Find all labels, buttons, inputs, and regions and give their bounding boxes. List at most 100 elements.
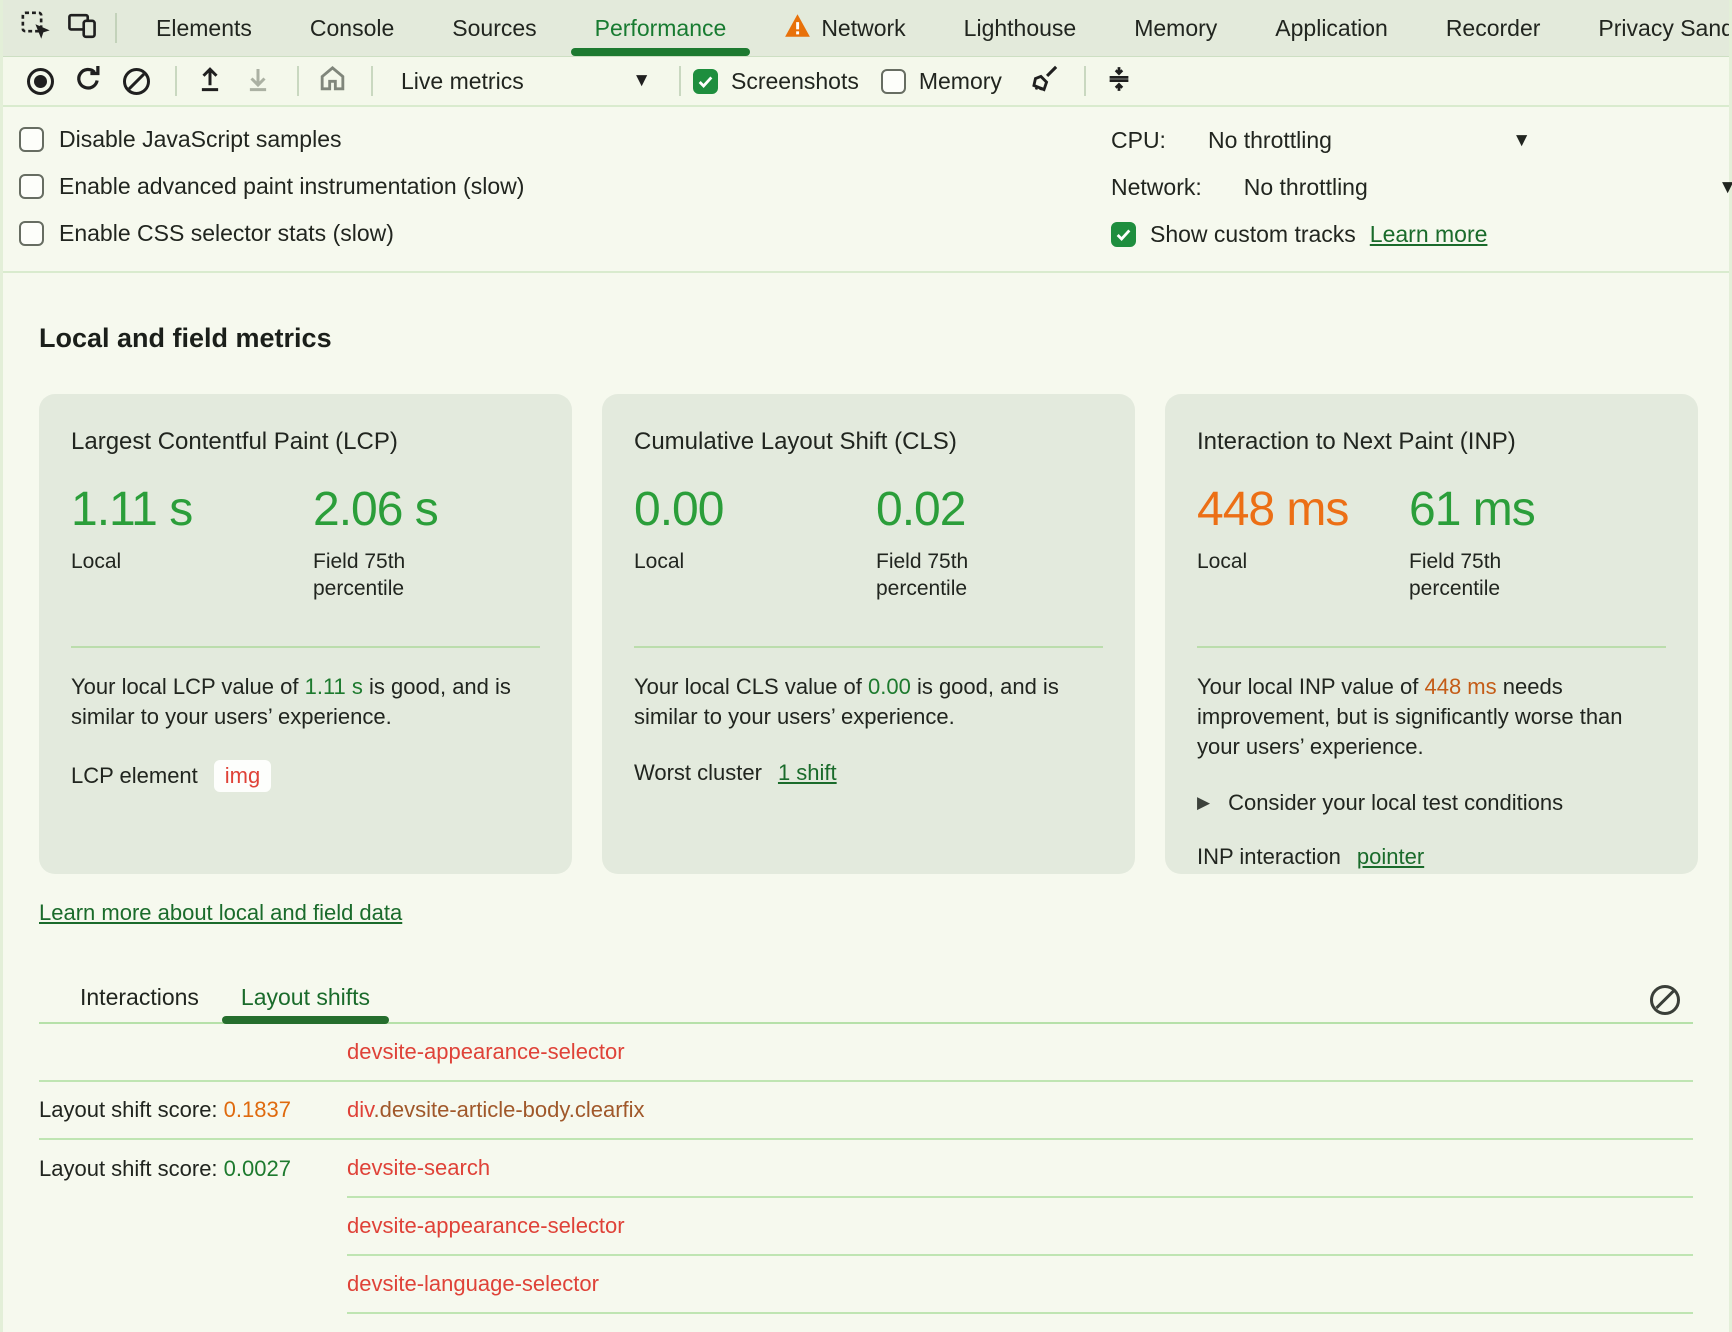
device-toolbar-button[interactable]: [59, 0, 105, 56]
clear-log-button[interactable]: [1645, 980, 1685, 1020]
devtools-tabbar: Elements Console Sources Performance Net…: [3, 0, 1729, 57]
history-dropdown-value: Live metrics: [401, 67, 524, 94]
clear-icon: [1650, 985, 1680, 1015]
element-link[interactable]: div.devsite-floating-action-buttons: [347, 1330, 673, 1332]
screenshots-toggle[interactable]: Screenshots: [693, 68, 859, 95]
page-title: Local and field metrics: [39, 323, 332, 353]
element-link[interactable]: devsite-search: [347, 1155, 491, 1180]
disable-js-samples-option[interactable]: Disable JavaScript samples: [19, 116, 524, 163]
capture-settings-left: Disable JavaScript samples Enable advanc…: [19, 116, 524, 258]
memory-toggle[interactable]: Memory: [880, 68, 1002, 95]
throttling-settings: CPU: No throttling ▼ Network: No throttl…: [1111, 116, 1732, 258]
element-link[interactable]: devsite-appearance-selector: [347, 1039, 625, 1064]
chevron-down-icon: ▼: [632, 70, 651, 91]
clear-button[interactable]: [115, 60, 157, 102]
cls-card: Cumulative Layout Shift (CLS) 0.00 Local…: [602, 394, 1135, 874]
element-link[interactable]: devsite-appearance-selector: [347, 1213, 625, 1238]
warning-icon: [784, 13, 811, 44]
css-selector-stats-checkbox[interactable]: [19, 221, 44, 246]
expand-triangle-icon: ▶: [1197, 793, 1211, 812]
advanced-paint-checkbox[interactable]: [19, 174, 44, 199]
toolbar-divider: [297, 66, 299, 96]
clear-icon: [122, 67, 150, 95]
toolbar-divider: [175, 66, 177, 96]
shift-score: 0.0027: [223, 1156, 291, 1181]
shift-score: 0.1837: [223, 1097, 291, 1122]
tab-memory[interactable]: Memory: [1134, 14, 1218, 41]
inp-local-value: 448 ms: [1197, 483, 1349, 536]
lcp-element-link[interactable]: img: [213, 760, 272, 792]
layout-shift-row[interactable]: div.devsite-floating-action-buttons: [39, 1314, 1693, 1332]
screenshots-checkbox[interactable]: [693, 68, 718, 94]
element-link[interactable]: devsite-language-selector: [347, 1271, 599, 1296]
show-custom-tracks-checkbox[interactable]: [1111, 222, 1136, 247]
layout-shift-row[interactable]: devsite-appearance-selector: [39, 1024, 1693, 1082]
field-data-learn-more-link[interactable]: Learn more about local and field data: [39, 900, 403, 925]
cpu-throttling-select[interactable]: CPU: No throttling ▼: [1111, 127, 1531, 153]
tab-console[interactable]: Console: [309, 14, 395, 41]
lcp-field-value: 2.06 s: [313, 483, 439, 536]
collapse-panel-button[interactable]: [1098, 60, 1140, 102]
tab-privacy-sandbox[interactable]: Privacy Sand: [1598, 14, 1729, 41]
collect-garbage-button[interactable]: [1024, 60, 1066, 102]
tab-sources[interactable]: Sources: [452, 14, 537, 41]
chevron-down-icon: ▼: [1718, 176, 1732, 198]
local-test-conditions-expander[interactable]: ▶ Consider your local test conditions: [1197, 790, 1564, 815]
layout-shift-row[interactable]: Layout shift score: 0.0027 devsite-searc…: [39, 1140, 1693, 1198]
element-link[interactable]: div.devsite-article-body.clearfix: [347, 1097, 645, 1122]
home-icon: [317, 63, 348, 99]
worst-cluster-link[interactable]: 1 shift: [777, 760, 837, 785]
upload-icon: [195, 64, 225, 99]
memory-checkbox[interactable]: [880, 68, 906, 94]
toolbar-divider: [1083, 66, 1086, 96]
layout-shift-row[interactable]: devsite-appearance-selector: [39, 1198, 1693, 1256]
logs-tabbar: Interactions Layout shifts: [39, 972, 1693, 1024]
save-profile-button[interactable]: [237, 60, 279, 102]
css-selector-stats-option[interactable]: Enable CSS selector stats (slow): [19, 210, 524, 257]
learn-more-link[interactable]: Learn more: [1369, 221, 1488, 247]
record-button[interactable]: [19, 60, 61, 102]
layout-shift-row[interactable]: devsite-language-selector: [39, 1256, 1693, 1314]
live-metrics-view: Local and field metrics Largest Contentf…: [3, 323, 1729, 1332]
disable-js-samples-checkbox[interactable]: [19, 127, 44, 152]
broom-icon: [1029, 63, 1060, 99]
tab-layout-shifts[interactable]: Layout shifts: [220, 972, 391, 1024]
metric-cards: Largest Contentful Paint (LCP) 1.11 s Lo…: [39, 394, 1698, 874]
card-divider: [634, 646, 1103, 648]
reload-and-record-button[interactable]: [67, 60, 109, 102]
performance-toolbar: Live metrics ▼ Screenshots Memory: [3, 57, 1729, 107]
download-icon: [243, 64, 273, 99]
layout-shift-row[interactable]: Layout shift score: 0.1837 div.devsite-a…: [39, 1082, 1693, 1140]
cls-description: Your local CLS value of 0.00 is good, an…: [634, 674, 1059, 729]
advanced-paint-option[interactable]: Enable advanced paint instrumentation (s…: [19, 163, 524, 210]
network-throttling-select[interactable]: Network: No throttling ▼: [1111, 164, 1732, 211]
tab-network[interactable]: Network: [755, 0, 934, 56]
lcp-local-value: 1.11 s: [71, 483, 193, 536]
inp-description: Your local INP value of 448 ms needs imp…: [1197, 674, 1623, 759]
inp-field-value: 61 ms: [1409, 483, 1536, 536]
capture-settings: Disable JavaScript samples Enable advanc…: [3, 107, 1732, 273]
inspect-element-button[interactable]: [13, 0, 59, 56]
inp-interaction-link[interactable]: pointer: [1356, 844, 1425, 869]
tab-elements[interactable]: Elements: [156, 14, 252, 41]
history-dropdown[interactable]: Live metrics ▼: [385, 68, 667, 95]
lcp-description: Your local LCP value of 1.11 s is good, …: [71, 674, 511, 729]
tab-recorder[interactable]: Recorder: [1445, 14, 1541, 41]
back-to-live-metrics-button[interactable]: [311, 60, 353, 102]
card-divider: [1197, 646, 1666, 648]
cls-field-value: 0.02: [876, 483, 966, 536]
tab-performance[interactable]: Performance: [566, 0, 756, 56]
toolbar-divider: [679, 66, 681, 96]
tab-interactions[interactable]: Interactions: [80, 983, 199, 1010]
network-throttling-value: No throttling: [1243, 174, 1368, 200]
logs-panel: Interactions Layout shifts devsite-appea…: [39, 972, 1693, 1332]
cls-local-value: 0.00: [634, 483, 724, 536]
show-custom-tracks-option[interactable]: Show custom tracks Learn more: [1111, 211, 1729, 258]
card-divider: [71, 646, 540, 648]
screenshots-label: Screenshots: [731, 67, 859, 94]
tab-application[interactable]: Application: [1275, 14, 1388, 41]
tab-lighthouse[interactable]: Lighthouse: [963, 14, 1077, 41]
tabbar-divider: [115, 13, 117, 43]
load-profile-button[interactable]: [189, 60, 231, 102]
